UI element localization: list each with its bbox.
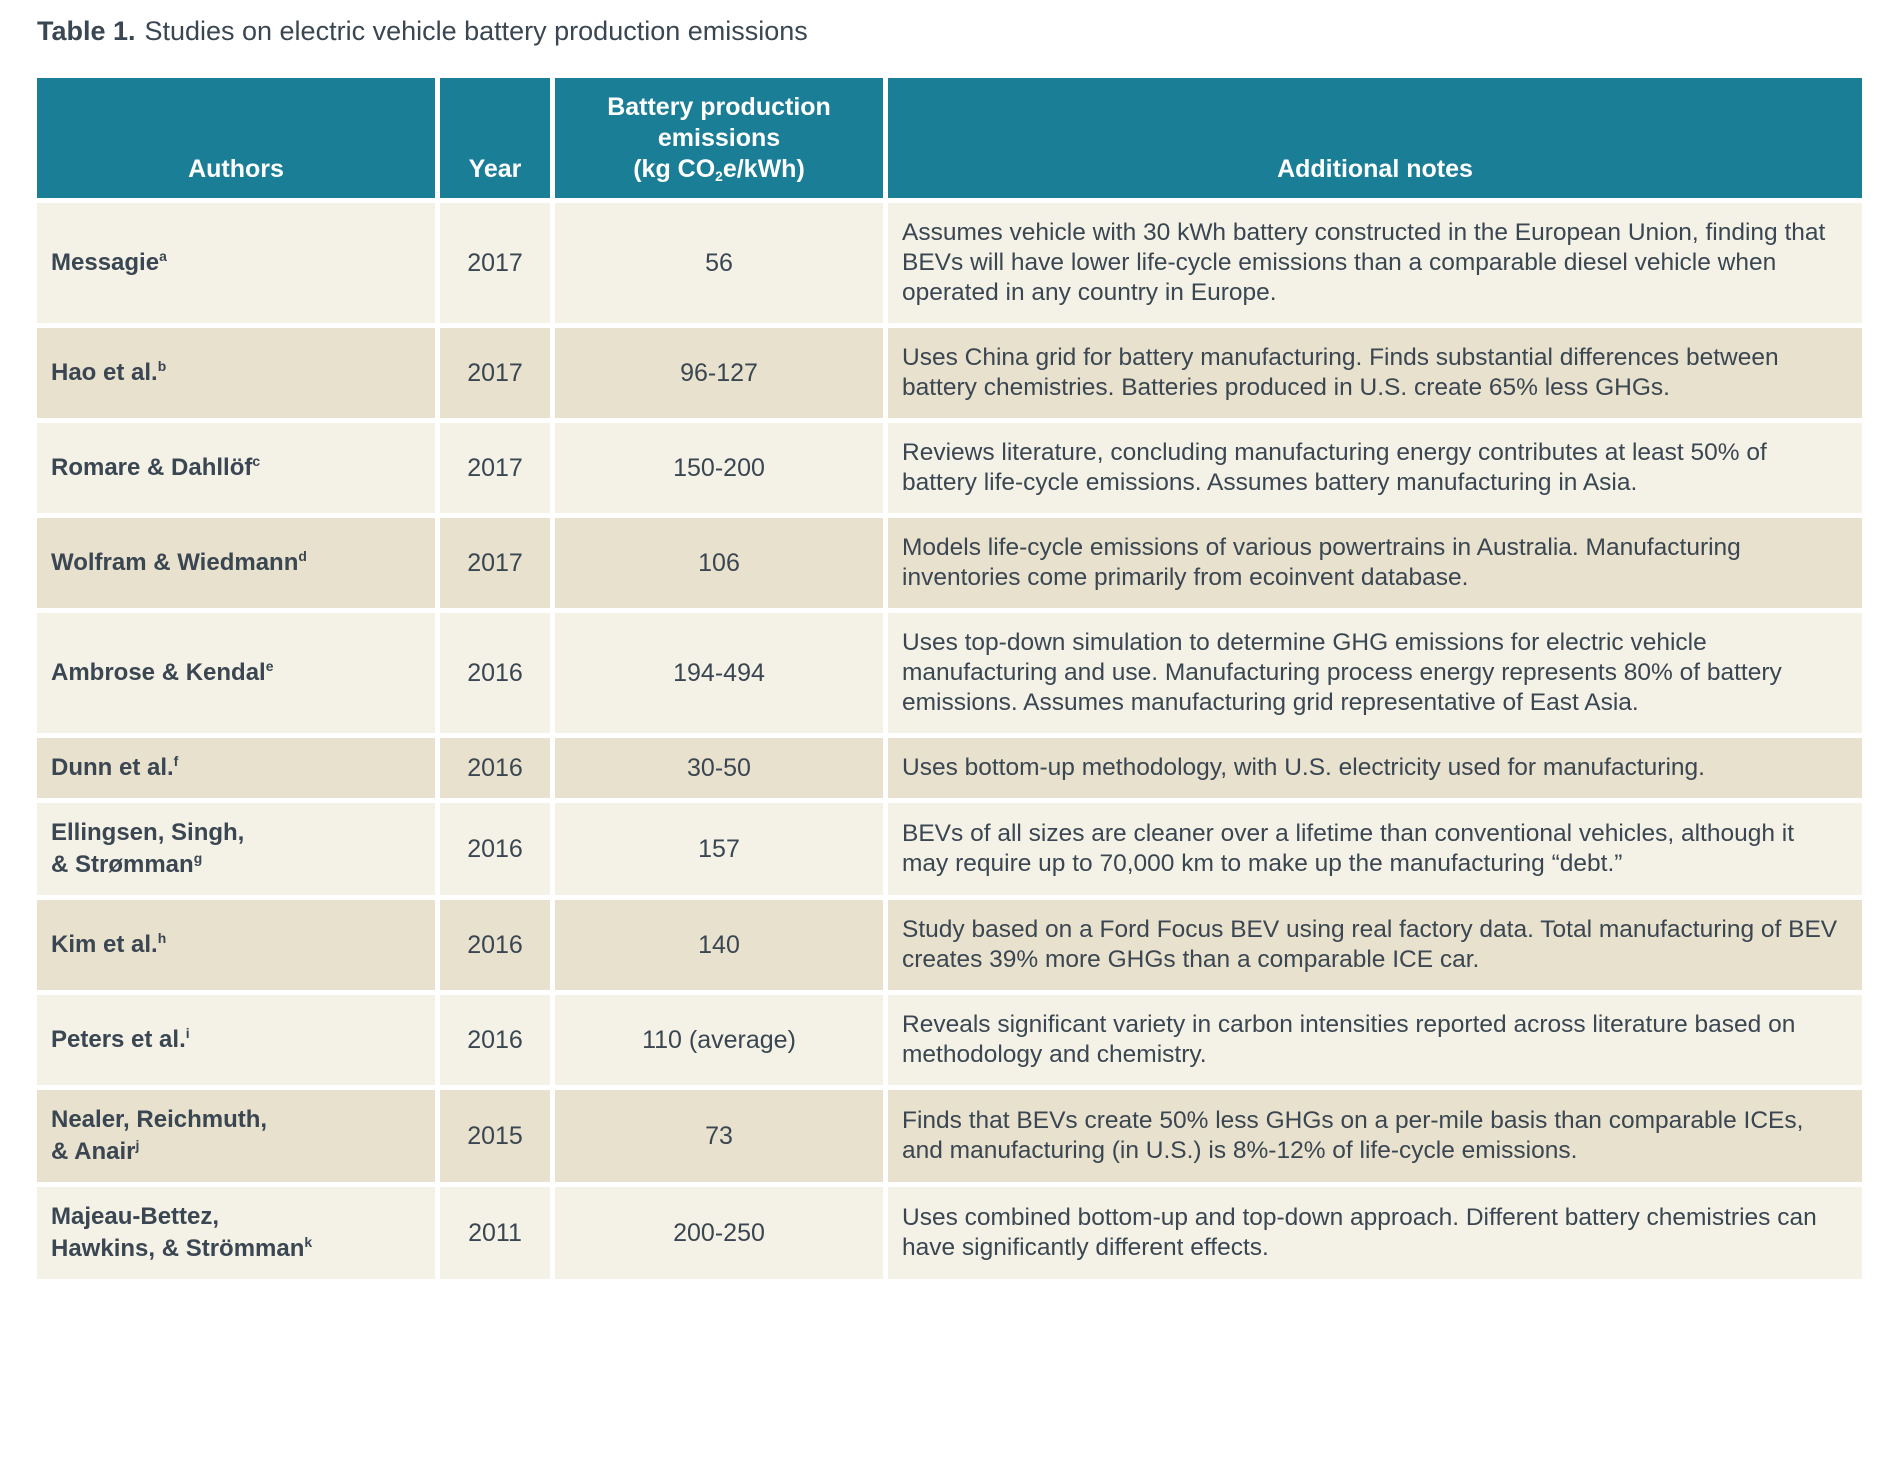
author-reference-superscript: d (298, 548, 307, 564)
ev-battery-studies-table: Authors Year Battery production emission… (37, 78, 1862, 1279)
author-cell: Nealer, Reichmuth, & Anairj (37, 1090, 435, 1182)
author: Messagiea (51, 247, 167, 279)
author-reference-superscript: h (157, 930, 167, 946)
year-cell: 2017 (440, 203, 550, 323)
author-name: Ellingsen, Singh, & Strømman (51, 819, 245, 878)
notes-cell: Models life-cycle emissions of various p… (888, 518, 1862, 608)
author-reference-superscript: k (304, 1234, 313, 1250)
author-reference-superscript: g (193, 850, 203, 866)
author-name: Messagie (51, 249, 160, 276)
author-cell: Messagiea (37, 203, 435, 323)
table-title: Table 1. Studies on electric vehicle batt… (37, 14, 1862, 48)
emissions-value-cell: 96-127 (555, 328, 883, 418)
emissions-value-cell: 140 (555, 900, 883, 990)
author: Dunn et al.f (51, 752, 178, 784)
notes-cell: Finds that BEVs create 50% less GHGs on … (888, 1090, 1862, 1182)
author: Ellingsen, Singh, & Strømmang (51, 817, 244, 881)
header-year: Year (440, 78, 550, 198)
notes-cell: Reveals significant variety in carbon in… (888, 995, 1862, 1085)
header-emissions: Battery production emissions (kg CO2e/kW… (555, 78, 883, 198)
page: Table 1. Studies on electric vehicle batt… (37, 14, 1862, 1279)
author-cell: Ambrose & Kendale (37, 613, 435, 733)
author: Ambrose & Kendale (51, 657, 273, 689)
author-name: Romare & Dahllöf (51, 454, 253, 481)
author-cell: Dunn et al.f (37, 738, 435, 798)
header-emissions-line2: emissions (657, 124, 781, 152)
header-emissions-unit-post: e/kWh) (722, 155, 805, 183)
author-reference-superscript: a (159, 248, 167, 264)
emissions-value-cell: 110 (average) (555, 995, 883, 1085)
author-name: Dunn et al. (51, 754, 174, 781)
year-cell: 2016 (440, 803, 550, 895)
author-cell: Wolfram & Wiedmannd (37, 518, 435, 608)
author-name: Hao et al. (51, 359, 158, 386)
author-cell: Majeau-Bettez, Hawkins, & Strömmank (37, 1187, 435, 1279)
header-emissions-line3: (kg CO2e/kWh) (607, 154, 831, 185)
notes-cell: Assumes vehicle with 30 kWh battery cons… (888, 203, 1862, 323)
emissions-value-cell: 106 (555, 518, 883, 608)
author: Majeau-Bettez, Hawkins, & Strömmank (51, 1201, 312, 1265)
emissions-value-cell: 157 (555, 803, 883, 895)
notes-cell: BEVs of all sizes are cleaner over a lif… (888, 803, 1862, 895)
year-cell: 2016 (440, 900, 550, 990)
author-cell: Romare & Dahllöfc (37, 423, 435, 513)
author-reference-superscript: e (265, 658, 274, 674)
author-cell: Peters et al.i (37, 995, 435, 1085)
year-cell: 2016 (440, 738, 550, 798)
header-emissions-unit-subscript: 2 (715, 168, 723, 184)
year-cell: 2015 (440, 1090, 550, 1182)
author: Nealer, Reichmuth, & Anairj (51, 1104, 267, 1168)
table-title-label: Table 1. (37, 16, 136, 46)
year-cell: 2017 (440, 328, 550, 418)
author-name: Nealer, Reichmuth, & Anair (51, 1106, 268, 1165)
emissions-value-cell: 194-494 (555, 613, 883, 733)
emissions-value-cell: 150-200 (555, 423, 883, 513)
author-reference-superscript: f (173, 753, 179, 769)
author-reference-superscript: b (157, 358, 167, 374)
header-emissions-unit-pre: (kg CO (633, 155, 716, 183)
header-emissions-line1: Battery production (607, 93, 831, 121)
year-cell: 2016 (440, 995, 550, 1085)
author: Hao et al.b (51, 357, 166, 389)
author-name: Majeau-Bettez, Hawkins, & Strömman (51, 1203, 305, 1262)
year-cell: 2011 (440, 1187, 550, 1279)
author: Kim et al.h (51, 929, 166, 961)
notes-cell: Study based on a Ford Focus BEV using re… (888, 900, 1862, 990)
author: Romare & Dahllöfc (51, 452, 260, 484)
table-title-text: Studies on electric vehicle battery prod… (144, 16, 808, 46)
author-cell: Ellingsen, Singh, & Strømmang (37, 803, 435, 895)
notes-cell: Uses top-down simulation to determine GH… (888, 613, 1862, 733)
header-authors: Authors (37, 78, 435, 198)
year-cell: 2016 (440, 613, 550, 733)
emissions-value-cell: 200-250 (555, 1187, 883, 1279)
author-name: Kim et al. (51, 931, 158, 958)
author-name: Peters et al. (51, 1026, 186, 1053)
notes-cell: Uses combined bottom-up and top-down app… (888, 1187, 1862, 1279)
author-name: Ambrose & Kendal (51, 659, 266, 686)
author-cell: Kim et al.h (37, 900, 435, 990)
emissions-value-cell: 56 (555, 203, 883, 323)
emissions-value-cell: 30-50 (555, 738, 883, 798)
author-reference-superscript: i (185, 1025, 190, 1041)
emissions-value-cell: 73 (555, 1090, 883, 1182)
notes-cell: Uses China grid for battery manufacturin… (888, 328, 1862, 418)
author-reference-superscript: j (135, 1137, 140, 1153)
author-reference-superscript: c (252, 453, 261, 469)
year-cell: 2017 (440, 518, 550, 608)
year-cell: 2017 (440, 423, 550, 513)
notes-cell: Uses bottom-up methodology, with U.S. el… (888, 738, 1862, 798)
author: Wolfram & Wiedmannd (51, 547, 307, 579)
author-name: Wolfram & Wiedmann (51, 549, 299, 576)
author-cell: Hao et al.b (37, 328, 435, 418)
notes-cell: Reviews literature, concluding manufactu… (888, 423, 1862, 513)
author: Peters et al.i (51, 1024, 190, 1056)
header-notes: Additional notes (888, 78, 1862, 198)
